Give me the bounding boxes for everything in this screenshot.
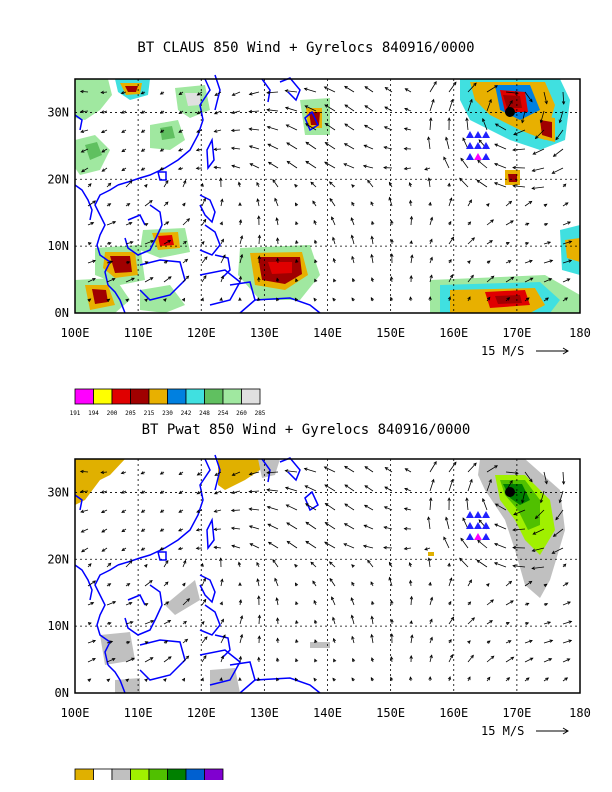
colorbar-label: 242	[181, 410, 192, 417]
panel1-title: BT CLAUS 850 Wind + Gyrelocs 840916/0000	[137, 40, 475, 56]
gyre-marker	[482, 153, 490, 160]
lon-tick-label: 160E	[439, 326, 468, 340]
storm-center	[505, 107, 515, 117]
colorbar-label: 248	[199, 410, 210, 417]
colorbar-swatch	[130, 768, 150, 780]
colorbar-label: 215	[144, 410, 155, 417]
lon-tick-label: 160E	[439, 706, 468, 720]
colorbar-swatch	[148, 768, 168, 780]
gyre-marker	[474, 142, 482, 149]
colorbar-label: 200	[107, 410, 118, 417]
lon-tick-label: 120E	[187, 706, 216, 720]
colorbar-label: 260	[236, 410, 247, 417]
lat-tick-label: 10N	[47, 619, 69, 633]
gyre-marker	[482, 533, 490, 540]
lon-tick-label: 170E	[502, 326, 531, 340]
lat-tick-label: 30N	[47, 105, 69, 119]
lat-tick-label: 20N	[47, 552, 69, 566]
lon-tick-label: 170E	[502, 706, 531, 720]
map-frame	[74, 78, 581, 314]
map-frame	[74, 458, 581, 694]
vector-ref-label: 15 M/S	[481, 724, 524, 738]
colorbar-swatch	[93, 768, 113, 780]
lon-tick-label: 150E	[376, 326, 405, 340]
gyre-locations	[466, 107, 515, 160]
lon-tick-label: 150E	[376, 706, 405, 720]
gyre-marker	[466, 533, 474, 540]
pwat-map-panel: 100E 110E 120E 130E 140E 150E 160E 170E 180 0N 10N…	[47, 454, 591, 780]
wind-vectors	[79, 80, 573, 303]
lon-tick-label: 100E	[61, 326, 90, 340]
panel2-title: BT Pwat 850 Wind + Gyrelocs 840916/0000	[141, 422, 471, 438]
gyre-marker	[474, 522, 482, 529]
axis-labels: 100E 110E 120E 130E 140E 150E 160E 170E 180 0N 10N…	[47, 105, 591, 340]
lon-tick-label: 130E	[250, 706, 279, 720]
colorbar-swatch	[111, 768, 131, 780]
gyre-locations	[466, 511, 490, 540]
gyre-marker	[466, 131, 474, 138]
gyre-marker	[474, 153, 482, 160]
colorbar-label: 191	[70, 410, 81, 417]
lat-tick-label: 10N	[47, 239, 69, 253]
colorbar-label: 285	[255, 410, 266, 417]
gyre-marker	[482, 522, 490, 529]
gyre-marker	[474, 131, 482, 138]
lat-tick-label: 30N	[47, 485, 69, 499]
gyre-marker	[474, 533, 482, 540]
lon-tick-label: 110E	[124, 326, 153, 340]
colorbar: 03555606570758078.68	[74, 768, 224, 780]
gyre-marker	[474, 511, 482, 518]
colorbar-label: 230	[162, 410, 173, 417]
lon-tick-label: 180	[569, 706, 591, 720]
colorbar-swatch	[204, 768, 224, 780]
gyre-marker	[466, 522, 474, 529]
colorbar: 191 194 200 205 215 230 242 248 254 260 285	[70, 388, 266, 417]
gyre-marker	[466, 153, 474, 160]
colorbar-swatch	[167, 768, 187, 780]
colorbar-label: 254	[218, 410, 229, 417]
colorbar-swatch	[241, 388, 261, 405]
colorbar-swatch	[74, 768, 94, 780]
lon-tick-label: 110E	[124, 706, 153, 720]
gyre-marker	[466, 511, 474, 518]
lon-tick-label: 100E	[61, 706, 90, 720]
lon-tick-label: 120E	[187, 326, 216, 340]
lat-tick-label: 20N	[47, 172, 69, 186]
axis-labels: 100E 110E 120E 130E 140E 150E 160E 170E 180 0N 10N…	[47, 485, 591, 720]
colorbar-swatch	[185, 768, 205, 780]
vector-ref-label: 15 M/S	[481, 344, 524, 358]
colorbar-label: 194	[88, 410, 99, 417]
lat-tick-label: 0N	[55, 686, 69, 700]
lat-tick-label: 0N	[55, 306, 69, 320]
gyre-marker	[482, 131, 490, 138]
lon-tick-label: 130E	[250, 326, 279, 340]
gyre-marker	[466, 142, 474, 149]
lon-tick-label: 180	[569, 326, 591, 340]
lon-tick-label: 140E	[313, 706, 342, 720]
graticule-lines	[75, 79, 580, 313]
gyre-marker	[482, 511, 490, 518]
coastline	[74, 74, 321, 314]
claus-map-panel: 100E 110E 120E 130E 140E 150E 160E 170E 180 0N 10N…	[47, 74, 591, 417]
gyre-marker	[482, 142, 490, 149]
lon-tick-label: 140E	[313, 326, 342, 340]
colorbar-label: 205	[125, 410, 136, 417]
